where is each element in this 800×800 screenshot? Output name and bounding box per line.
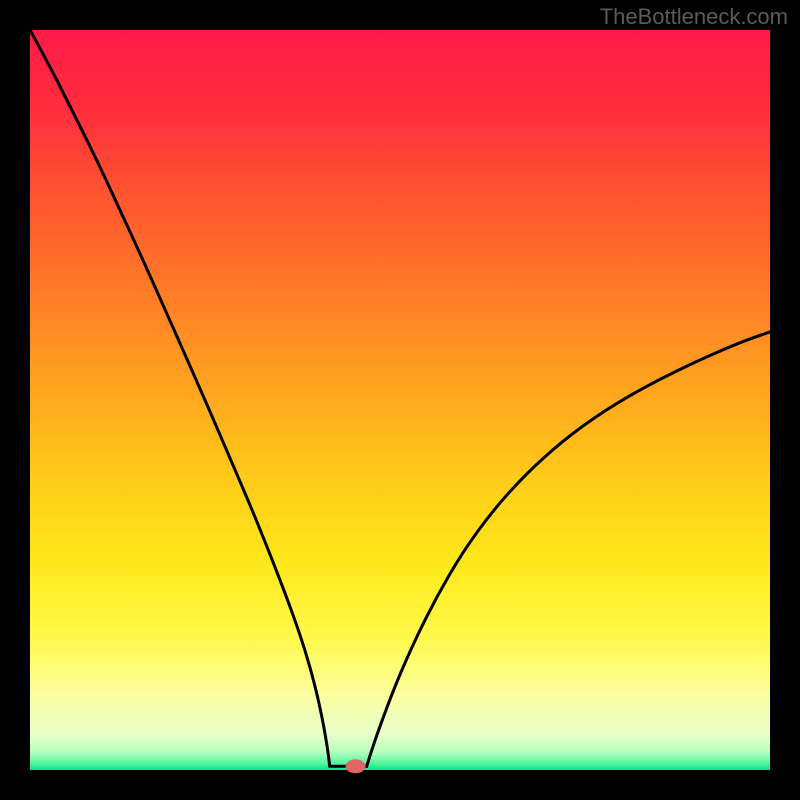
chart-background xyxy=(30,30,770,770)
bottleneck-marker xyxy=(346,759,366,773)
watermark-text: TheBottleneck.com xyxy=(600,4,788,30)
chart-container: TheBottleneck.com xyxy=(0,0,800,800)
bottleneck-chart xyxy=(0,0,800,800)
